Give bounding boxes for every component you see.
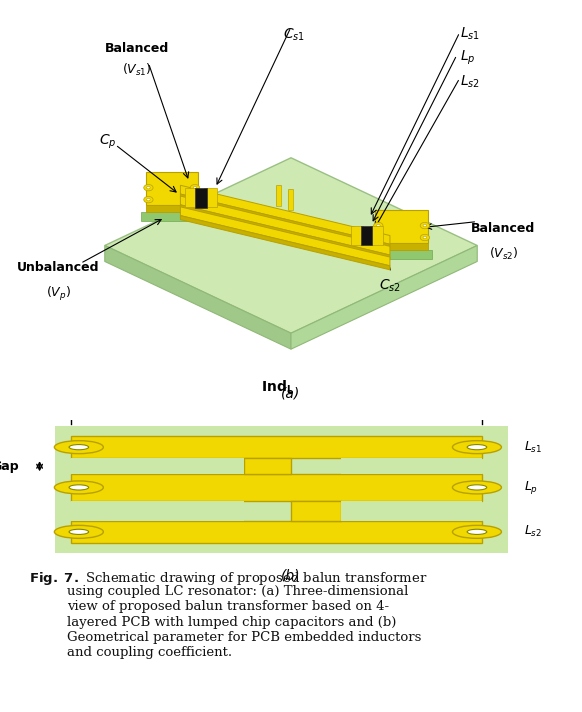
Circle shape <box>374 234 383 241</box>
Text: $(V_{s2})$: $(V_{s2})$ <box>488 246 519 261</box>
Bar <box>341 501 482 520</box>
Text: $L_{s2}$: $L_{s2}$ <box>460 74 480 90</box>
Polygon shape <box>105 158 477 333</box>
Text: $L_{s2}$: $L_{s2}$ <box>524 524 542 540</box>
Circle shape <box>190 184 200 191</box>
Circle shape <box>452 441 502 454</box>
Polygon shape <box>375 209 428 243</box>
Circle shape <box>420 234 430 241</box>
Text: and coupling coefficient.: and coupling coefficient. <box>67 646 232 659</box>
Circle shape <box>69 444 88 450</box>
Polygon shape <box>195 188 207 208</box>
Text: Balanced: Balanced <box>105 42 169 55</box>
Text: $(V_{s1})$: $(V_{s1})$ <box>122 62 152 78</box>
Text: $L_p$: $L_p$ <box>460 49 475 67</box>
Text: $C_{s1}$: $C_{s1}$ <box>283 26 305 43</box>
Polygon shape <box>371 250 432 259</box>
Polygon shape <box>350 226 363 245</box>
Bar <box>71 501 244 520</box>
Circle shape <box>54 481 104 494</box>
Polygon shape <box>291 246 477 349</box>
Text: view of proposed balun transformer based on 4-: view of proposed balun transformer based… <box>67 600 389 613</box>
Circle shape <box>147 199 150 201</box>
Polygon shape <box>180 206 390 266</box>
Polygon shape <box>180 205 390 259</box>
Circle shape <box>190 197 200 203</box>
Text: Unbalanced: Unbalanced <box>17 261 100 274</box>
Text: $C_{s2}$: $C_{s2}$ <box>379 278 401 294</box>
Text: $C_p$: $C_p$ <box>99 132 116 151</box>
Text: (b): (b) <box>281 569 301 582</box>
Polygon shape <box>141 212 203 221</box>
Polygon shape <box>180 194 390 248</box>
Circle shape <box>144 184 153 191</box>
Text: $\mathbf{Fig.\ 7.}$ Schematic drawing of proposed balun transformer: $\mathbf{Fig.\ 7.}$ Schematic drawing of… <box>29 570 428 587</box>
Text: $(V_p)$: $(V_p)$ <box>45 286 71 303</box>
Bar <box>341 459 482 474</box>
Circle shape <box>452 525 502 538</box>
Text: using coupled LC resonator: (a) Three-dimensional: using coupled LC resonator: (a) Three-di… <box>67 585 409 598</box>
Circle shape <box>377 224 380 226</box>
Text: layered PCB with lumped chip capacitors and (b): layered PCB with lumped chip capacitors … <box>67 616 396 629</box>
Circle shape <box>144 197 153 203</box>
Circle shape <box>452 481 502 494</box>
Polygon shape <box>180 196 390 255</box>
Bar <box>71 520 482 543</box>
Circle shape <box>467 444 487 450</box>
Text: $L_p$: $L_p$ <box>524 479 538 496</box>
Circle shape <box>423 236 427 239</box>
Circle shape <box>467 485 487 490</box>
Bar <box>71 436 482 459</box>
Circle shape <box>193 199 197 201</box>
Polygon shape <box>105 246 291 349</box>
Polygon shape <box>361 226 372 246</box>
Bar <box>71 474 482 501</box>
Text: Geometrical parameter for PCB embedded inductors: Geometrical parameter for PCB embedded i… <box>67 631 421 644</box>
Polygon shape <box>146 204 198 212</box>
Polygon shape <box>204 188 217 207</box>
Circle shape <box>54 441 104 454</box>
Circle shape <box>423 224 427 226</box>
Circle shape <box>420 222 430 229</box>
Text: (a): (a) <box>281 386 301 400</box>
Text: $L_{s1}$: $L_{s1}$ <box>460 26 480 43</box>
Circle shape <box>69 485 88 490</box>
Circle shape <box>377 236 380 239</box>
Polygon shape <box>375 243 428 250</box>
Text: $L_{s1}$: $L_{s1}$ <box>524 439 542 455</box>
Bar <box>291 501 341 520</box>
Circle shape <box>54 525 104 538</box>
Circle shape <box>193 187 197 189</box>
Polygon shape <box>184 188 197 207</box>
Circle shape <box>69 529 88 535</box>
Bar <box>55 426 509 553</box>
Bar <box>71 459 244 474</box>
Circle shape <box>467 529 487 535</box>
Text: $\mathbf{Ind_L}$: $\mathbf{Ind_L}$ <box>261 379 294 397</box>
Circle shape <box>374 222 383 229</box>
Polygon shape <box>146 172 198 204</box>
Polygon shape <box>370 226 383 245</box>
Text: Gap: Gap <box>0 460 19 473</box>
Polygon shape <box>180 216 390 270</box>
Circle shape <box>147 187 150 189</box>
Polygon shape <box>180 185 390 244</box>
Bar <box>244 459 291 474</box>
Text: Balanced: Balanced <box>471 221 535 234</box>
